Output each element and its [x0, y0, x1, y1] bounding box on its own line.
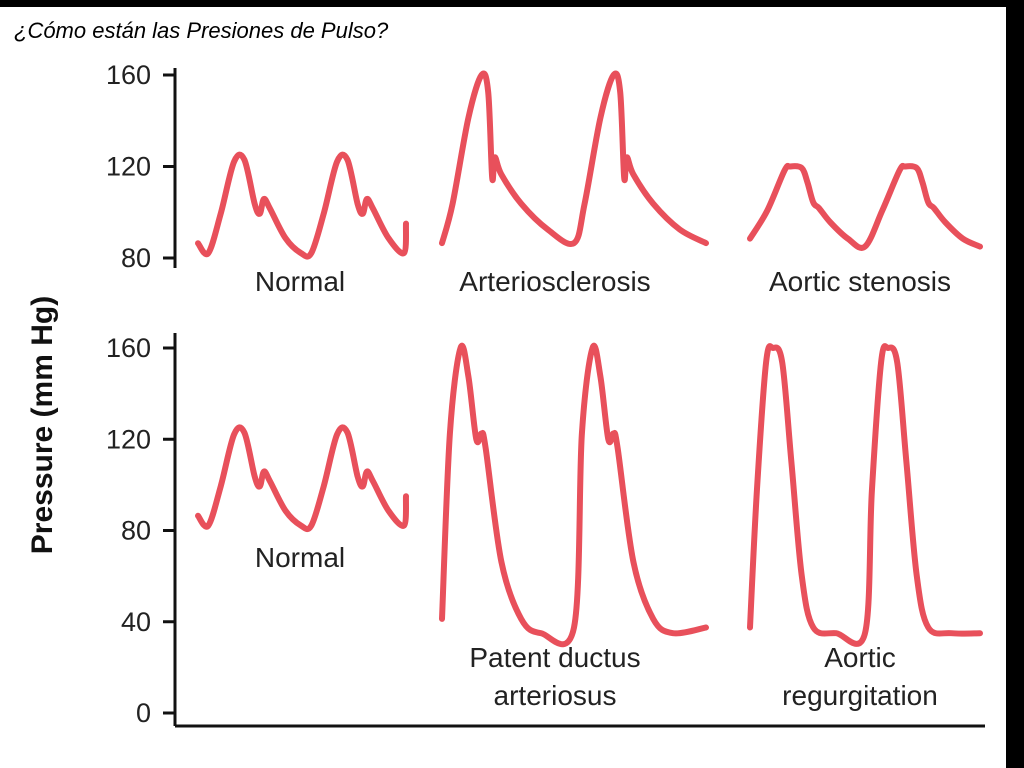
waveform-label-bottom-3-line-1: Aortic — [824, 642, 896, 673]
waveform-bottom-3 — [747, 343, 983, 647]
y-tick-label-top-80: 80 — [121, 243, 151, 273]
waveform-bottom-1 — [195, 424, 409, 533]
y-tick-label-bottom-120: 120 — [106, 424, 151, 454]
waveform-label-bottom-3-line-2: regurgitation — [782, 680, 938, 711]
waveform-label-bottom-2-line-1: Patent ductus — [469, 642, 640, 673]
waveform-label-bottom-1-line-1: Normal — [255, 542, 345, 573]
slide — [0, 7, 1006, 768]
y-tick-label-bottom-160: 160 — [106, 333, 151, 363]
waveform-label-top-1-line-1: Normal — [255, 266, 345, 297]
caption: ¿Cómo están las Presiones de Pulso? — [14, 18, 389, 43]
waveform-label-bottom-2-line-2: arteriosus — [494, 680, 617, 711]
y-tick-label-top-120: 120 — [106, 152, 151, 182]
waveform-label-top-3-line-1: Aortic stenosis — [769, 266, 951, 297]
waveform-top-1 — [195, 151, 409, 260]
y-axis-title: Pressure (mm Hg) — [26, 296, 59, 554]
waveform-top-3 — [747, 162, 983, 251]
y-tick-label-bottom-40: 40 — [121, 607, 151, 637]
waveform-top-2 — [439, 70, 709, 247]
y-tick-label-top-160: 160 — [106, 60, 151, 90]
y-tick-label-bottom-0: 0 — [136, 698, 151, 728]
waveform-bottom-2 — [439, 342, 709, 648]
waveform-label-top-2-line-1: Arteriosclerosis — [459, 266, 650, 297]
y-tick-label-bottom-80: 80 — [121, 516, 151, 546]
